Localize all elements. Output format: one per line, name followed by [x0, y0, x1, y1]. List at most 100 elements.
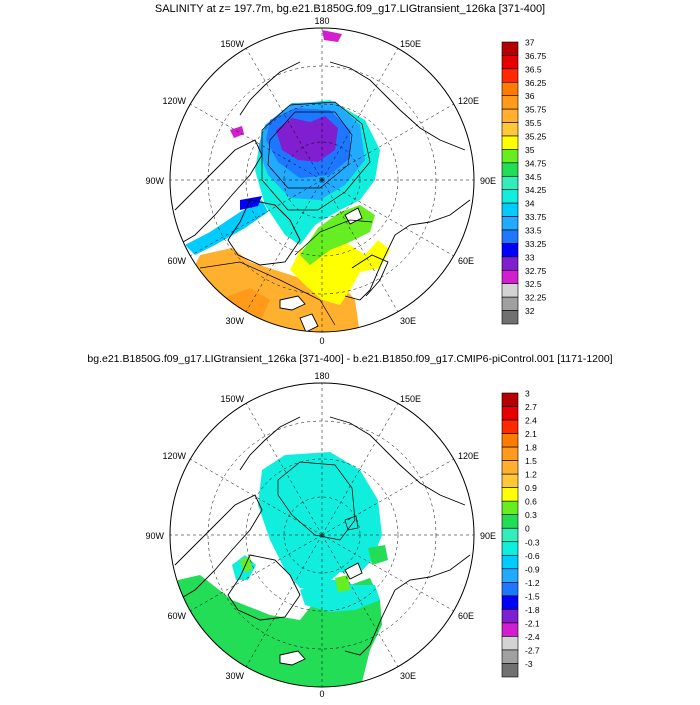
bottom-field-barents-cyan — [300, 578, 380, 612]
colorbar-label: 35.75 — [525, 105, 547, 115]
lon-label: 30W — [225, 316, 244, 326]
bottom-field-russia-green — [368, 545, 388, 565]
colorbar-swatch — [501, 473, 519, 488]
lon-label: 60E — [458, 256, 474, 266]
top-field-baffin-blue — [240, 196, 262, 210]
colorbar-label: 36.5 — [525, 64, 542, 74]
lon-label: 120W — [162, 451, 186, 461]
colorbar-label: 32.5 — [525, 279, 542, 289]
lon-label: 60W — [167, 256, 186, 266]
colorbar-swatch — [501, 41, 519, 56]
colorbar-swatch — [501, 135, 519, 150]
colorbar-label: 34.75 — [525, 158, 547, 168]
top-contour — [199, 261, 336, 326]
colorbar-label: 34.5 — [525, 172, 542, 182]
colorbar-swatch — [501, 243, 519, 258]
lon-label: 90W — [145, 176, 164, 186]
colorbar-swatch — [501, 595, 519, 610]
colorbar-label: 35.25 — [525, 132, 547, 142]
colorbar-swatch — [501, 609, 519, 624]
colorbar-swatch — [501, 541, 519, 556]
lon-label: 120E — [458, 96, 479, 106]
top-field-baffin-cyan — [185, 200, 268, 255]
lon-label: 30E — [400, 671, 416, 681]
colorbar-swatch — [501, 175, 519, 191]
bottom-contour — [344, 515, 359, 531]
top-coast-alaska — [239, 61, 301, 116]
top-map — [170, 28, 474, 332]
colorbar-label: 1.5 — [525, 456, 537, 466]
colorbar-swatch — [501, 433, 519, 448]
lon-label: 90W — [145, 531, 164, 541]
top-coast-siberia — [329, 61, 466, 151]
colorbar-label: 34.25 — [525, 185, 547, 195]
colorbar-swatch — [501, 527, 519, 543]
colorbar-label: 0.9 — [525, 483, 537, 493]
top-coast-britain — [299, 313, 319, 332]
top-colorbar: 37 36.75 36.5 36.25 36 35.75 35.5 35.25 35 34.75 3… — [501, 38, 547, 325]
colorbar-label: 3 — [525, 389, 530, 399]
colorbar-label: -2.7 — [525, 645, 540, 655]
colorbar-swatch — [501, 202, 519, 217]
colorbar-swatch — [501, 55, 519, 70]
colorbar-label: 33.25 — [525, 239, 547, 249]
colorbar-swatch — [501, 122, 519, 137]
colorbar-label: 33 — [525, 252, 535, 262]
colorbar-swatch — [501, 269, 519, 285]
colorbar-swatch — [501, 419, 519, 434]
colorbar-swatch — [501, 568, 519, 583]
colorbar-swatch — [501, 406, 519, 421]
lon-label: 150W — [220, 394, 244, 404]
lon-label: 90E — [480, 531, 496, 541]
bottom-graticule — [170, 383, 474, 687]
bottom-coast-eurasia — [344, 554, 471, 656]
colorbar-swatch — [501, 487, 519, 502]
colorbar-swatch — [501, 229, 519, 244]
colorbar-label: 36 — [525, 91, 535, 101]
colorbar-label: -1.2 — [525, 578, 540, 588]
lon-label: 90E — [480, 176, 496, 186]
lon-label: 150E — [400, 39, 421, 49]
colorbar-swatch — [501, 283, 519, 298]
colorbar-label: 0 — [525, 524, 530, 534]
colorbar-label: 32 — [525, 306, 535, 316]
top-panel: SALINITY at z= 197.7m, bg.e21.B1850G.f09… — [145, 3, 546, 346]
colorbar-label: -2.4 — [525, 632, 540, 642]
colorbar-swatch — [501, 296, 519, 311]
top-field-bering-magenta — [322, 30, 342, 42]
bottom-coast-alaska — [239, 416, 301, 471]
colorbar-label: 0.3 — [525, 510, 537, 520]
bottom-coast-north-america — [174, 494, 263, 601]
colorbar-swatch — [501, 81, 519, 97]
colorbar-swatch — [501, 149, 519, 164]
lon-label: 0 — [319, 336, 324, 346]
colorbar-swatch — [501, 68, 519, 83]
bottom-panel: bg.e21.B1850G.f09_g17.LIGtransient_126ka… — [87, 353, 612, 699]
colorbar-swatch — [501, 649, 519, 664]
colorbar-swatch — [501, 95, 519, 110]
colorbar-label: 32.75 — [525, 266, 547, 276]
colorbar-label: 33.5 — [525, 226, 542, 236]
colorbar-swatch — [501, 460, 519, 475]
lon-label: 150W — [220, 39, 244, 49]
top-map-border — [169, 27, 475, 333]
colorbar-label: 35 — [525, 145, 535, 155]
bottom-coast-iceland — [279, 650, 306, 666]
top-lon-labels: 180 150E 120E 90E 60E 30E 0 30W 60W 90W … — [145, 16, 496, 346]
colorbar-swatch — [501, 622, 519, 637]
bottom-colorbar: 3 2.7 2.4 2.1 1.8 1.5 1.2 0.9 0.6 0.3 0 -0.3 -0.6 -0.… — [501, 389, 540, 678]
colorbar-swatch — [501, 500, 519, 516]
colorbar-swatch — [501, 256, 519, 271]
colorbar-label: -0.9 — [525, 564, 540, 574]
lon-label: 180 — [314, 371, 329, 381]
colorbar-label: 1.8 — [525, 443, 537, 453]
bottom-coast-svalbard — [344, 562, 363, 580]
lon-label: 120W — [162, 96, 186, 106]
colorbar-swatch — [501, 392, 519, 407]
colorbar-label: 36.75 — [525, 51, 547, 61]
lon-label: 180 — [314, 16, 329, 26]
lon-label: 60E — [458, 611, 474, 621]
colorbar-swatch — [501, 514, 519, 529]
lon-label: 0 — [319, 689, 324, 699]
